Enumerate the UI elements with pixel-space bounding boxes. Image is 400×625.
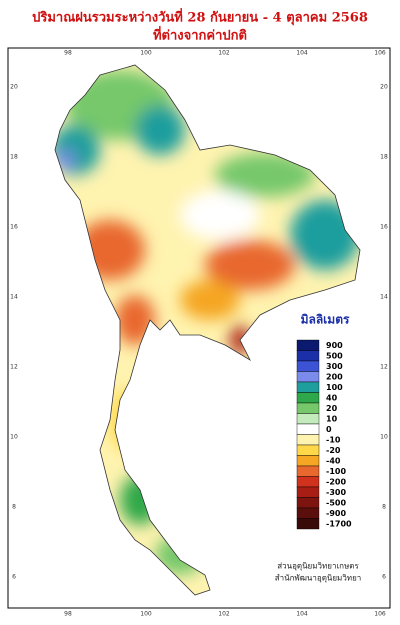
title-line: ที่ต่างจากค่าปกติ	[153, 26, 247, 44]
lon-tick-label: 104	[296, 611, 308, 618]
lat-tick-label: 14	[10, 294, 18, 301]
legend-label: -200	[326, 477, 346, 486]
legend: 9005003002001004020100-10-20-40-100-200-…	[296, 339, 352, 530]
lat-tick-label: 18	[380, 154, 388, 161]
legend-label: 200	[326, 372, 343, 381]
legend-swatch	[296, 350, 320, 362]
legend-swatch	[296, 360, 320, 372]
lat-tick-label: 18	[10, 154, 18, 161]
lat-tick-label: 10	[380, 434, 388, 441]
lon-tick-label: 102	[218, 611, 230, 618]
legend-label: -40	[326, 456, 341, 465]
legend-swatch	[296, 434, 320, 446]
lat-tick-label: 6	[382, 574, 386, 581]
lon-tick-label: 104	[296, 50, 308, 57]
legend-swatch	[296, 402, 320, 414]
lon-tick-label: 98	[64, 611, 72, 618]
legend-label: 10	[326, 414, 338, 423]
lon-tick-label: 106	[374, 611, 386, 618]
legend-label: 900	[326, 341, 343, 350]
lon-tick-label: 100	[140, 611, 152, 618]
lat-tick-label: 8	[12, 504, 16, 511]
legend-swatch	[296, 381, 320, 393]
lat-tick-label: 14	[380, 294, 388, 301]
legend-swatch	[296, 507, 320, 519]
lat-tick-label: 8	[382, 504, 386, 511]
legend-swatch	[296, 392, 320, 404]
legend-swatch	[296, 423, 320, 435]
lat-tick-label: 16	[10, 224, 18, 231]
legend-unit: มิลลิเมตร	[301, 313, 350, 327]
legend-swatch	[296, 444, 320, 456]
legend-label: 100	[326, 383, 343, 392]
legend-swatch	[296, 455, 320, 467]
lon-tick-label: 106	[374, 50, 386, 57]
legend-swatch	[296, 371, 320, 383]
legend-label: 0	[326, 425, 332, 434]
legend-swatch	[296, 486, 320, 498]
legend-swatch	[296, 497, 320, 509]
lat-tick-label: 12	[10, 364, 18, 371]
legend-label: -20	[326, 446, 341, 455]
legend-swatch	[296, 413, 320, 425]
legend-label: 500	[326, 351, 343, 360]
credit: สำนักพัฒนาอุตุนิยมวิทยา	[275, 574, 362, 583]
legend-label: -1700	[326, 519, 352, 528]
legend-label: -10	[326, 435, 341, 444]
lat-tick-label: 10	[10, 434, 18, 441]
legend-label: -300	[326, 488, 346, 497]
legend-label: 300	[326, 362, 343, 371]
legend-label: 40	[326, 393, 338, 402]
lon-tick-label: 98	[64, 50, 72, 57]
legend-label: -900	[326, 509, 346, 518]
title-line: ปริมาณฝนรวมระหว่างวันที่ 28 กันยายน - 4 …	[32, 8, 368, 26]
lat-tick-label: 16	[380, 224, 388, 231]
legend-label: -100	[326, 467, 346, 476]
country-border	[54, 64, 361, 596]
lat-tick-label: 20	[380, 84, 388, 91]
lat-tick-label: 6	[12, 574, 16, 581]
lat-tick-label: 12	[380, 364, 388, 371]
lon-tick-label: 100	[140, 50, 152, 57]
lat-tick-label: 20	[10, 84, 18, 91]
legend-swatch	[296, 476, 320, 488]
legend-label: 20	[326, 404, 338, 413]
legend-swatch	[296, 465, 320, 477]
legend-swatch	[296, 339, 320, 351]
legend-swatch	[296, 518, 320, 530]
legend-label: -500	[326, 498, 346, 507]
credit: ส่วนอุตุนิยมวิทยาเกษตร	[277, 562, 359, 571]
lon-tick-label: 102	[218, 50, 230, 57]
